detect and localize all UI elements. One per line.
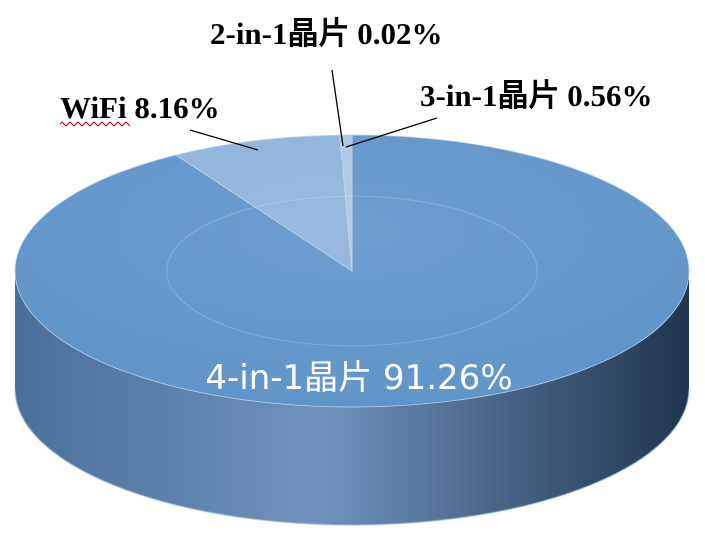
pie-top-layer	[14, 134, 690, 408]
spellcheck-underline	[59, 121, 131, 127]
slice-label-wifi: WiFi 8.16%	[60, 90, 220, 125]
slice-label-3-in-1: 3-in-1晶片 0.56%	[420, 78, 653, 113]
leader-line-3-in-1	[345, 117, 438, 148]
leader-line-wifi	[189, 129, 259, 151]
pie-label-layer: 4-in-1晶片 91.26% WiFi 8.16% 2-in-1晶片 0.02% 3…	[59, 16, 653, 398]
pie-top-glow	[15, 135, 689, 407]
pie-bottom-rim	[14, 388, 690, 526]
slice-label-4-in-1: 4-in-1晶片 91.26%	[205, 358, 512, 398]
pie-side-layer	[14, 271, 690, 526]
pie-side-wall	[15, 271, 689, 525]
leader-line-2-in-1	[331, 69, 344, 147]
slice-label-2-in-1: 2-in-1晶片 0.02%	[210, 16, 443, 51]
